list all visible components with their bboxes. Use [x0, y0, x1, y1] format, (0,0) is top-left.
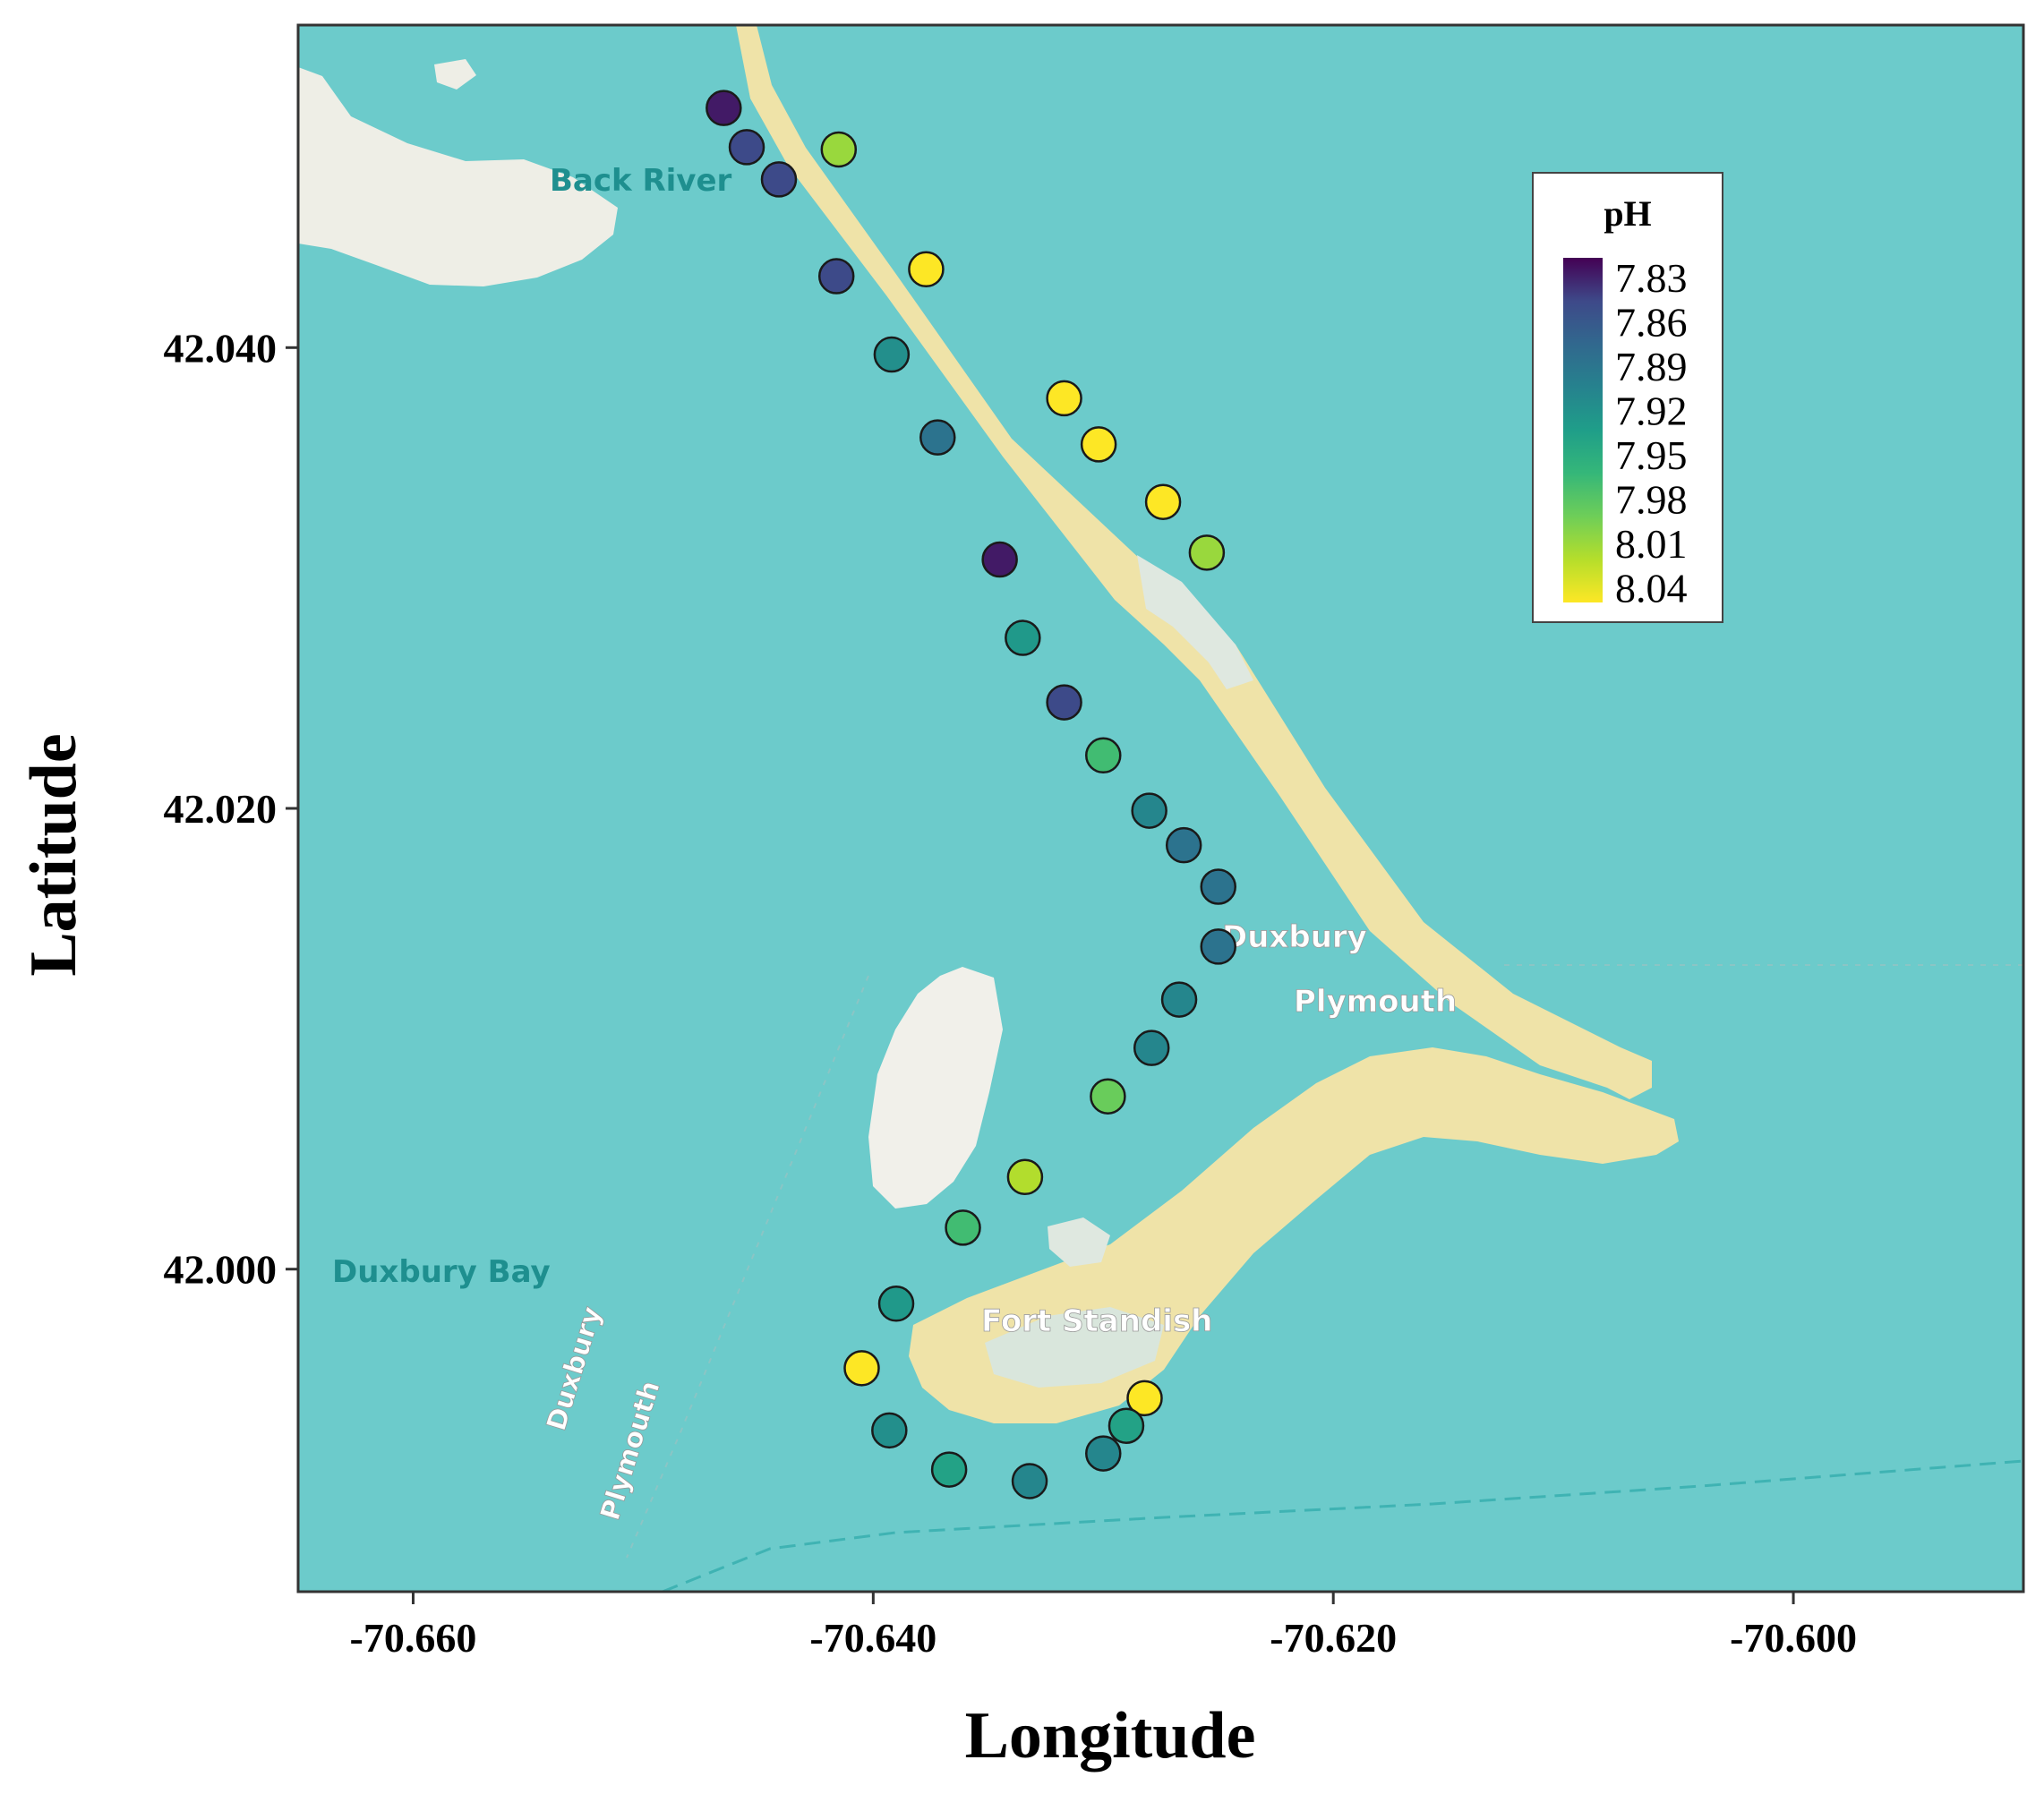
north-channel-shoal [1048, 1217, 1110, 1267]
ph-sample-points [706, 90, 1236, 1499]
legend-label: 7.86 [1615, 300, 1688, 346]
legend-label: 7.95 [1615, 432, 1688, 478]
sample-point [1144, 483, 1182, 520]
legend-label: 8.04 [1615, 566, 1688, 611]
fort-standish-marsh [985, 1307, 1164, 1388]
x-axis: -70.660 -70.640 -70.620 -70.600 Longitude [350, 1592, 1857, 1773]
legend-colorbar [1563, 258, 1603, 602]
sample-point [1200, 928, 1236, 965]
sample-point [1126, 1380, 1163, 1417]
y-tick-label: 42.040 [164, 325, 278, 371]
basemap [298, 25, 2023, 1592]
y-tick-label: 42.000 [164, 1247, 278, 1293]
x-tick-label: -70.640 [809, 1615, 936, 1661]
sample-point [1131, 792, 1167, 829]
sample-point [843, 1350, 880, 1387]
sample-point [1005, 619, 1041, 656]
y-axis: 42.000 42.020 42.040 Latitude [17, 325, 298, 1293]
sample-point [1090, 1078, 1126, 1115]
saltmarsh-patch [1137, 555, 1253, 689]
clarks-island [868, 967, 1003, 1209]
sample-point [728, 129, 765, 166]
legend-label: 7.92 [1615, 389, 1688, 434]
y-tick-label: 42.020 [164, 786, 278, 832]
legend-title: pH [1604, 193, 1651, 234]
x-tick-label: -70.600 [1730, 1615, 1857, 1661]
sample-point [1108, 1407, 1145, 1444]
sample-point [1133, 1029, 1170, 1066]
x-axis-label: Longitude [965, 1699, 1256, 1773]
sample-point [1160, 981, 1198, 1018]
sample-point [1085, 737, 1122, 774]
sample-point [1188, 534, 1226, 571]
sample-point [1006, 1158, 1044, 1196]
sample-point [930, 1451, 968, 1488]
sample-point [1046, 684, 1082, 721]
sample-point [1011, 1463, 1048, 1499]
legend-label: 7.98 [1615, 477, 1688, 523]
map-label-plymouth: Plymouth [1294, 984, 1457, 1020]
map-label-duxbury: Duxbury [1222, 919, 1367, 955]
sample-point [1200, 868, 1236, 905]
sample-point [820, 131, 858, 168]
map-label-duxbury-bay: Duxbury Bay [332, 1254, 551, 1290]
mainland-north-landmass [298, 67, 618, 286]
sample-point [981, 541, 1018, 578]
legend-label: 7.89 [1615, 344, 1688, 389]
sample-point [706, 90, 742, 126]
sample-point [1046, 380, 1082, 417]
sample-point [1165, 826, 1202, 864]
y-axis-label: Latitude [17, 733, 90, 976]
sample-point [871, 1412, 908, 1449]
map-label-fort-standish: Fort Standish [981, 1303, 1212, 1339]
sample-point [873, 336, 911, 373]
sample-point [877, 1286, 915, 1322]
legend-label: 8.01 [1615, 521, 1688, 567]
x-tick-label: -70.660 [350, 1615, 477, 1661]
x-tick-label: -70.620 [1270, 1615, 1397, 1661]
sample-point [1085, 1435, 1122, 1472]
sample-point [919, 419, 956, 456]
sample-point [817, 258, 855, 295]
town-boundary-line [626, 975, 869, 1559]
legend: pH 7.837.867.897.927.957.988.018.04 [1532, 172, 1723, 623]
sample-point [760, 161, 798, 198]
sample-point [1080, 426, 1117, 463]
sample-point [908, 251, 945, 288]
sample-point [945, 1209, 981, 1246]
small-islet [434, 59, 476, 90]
legend-label: 7.83 [1615, 255, 1688, 301]
map-label-back-river: Back River [550, 163, 732, 199]
navigation-channel [662, 1459, 2023, 1592]
